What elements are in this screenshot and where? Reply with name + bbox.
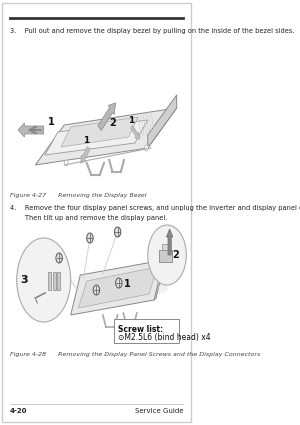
Bar xyxy=(48,272,51,290)
Circle shape xyxy=(145,145,148,151)
Text: 1: 1 xyxy=(124,279,131,289)
Circle shape xyxy=(17,238,71,322)
Bar xyxy=(53,272,56,290)
Text: 4-20: 4-20 xyxy=(10,408,27,414)
Text: Figure 4-28      Removing the Display Panel Screws and the Display Connectors: Figure 4-28 Removing the Display Panel S… xyxy=(10,352,260,357)
Circle shape xyxy=(64,160,68,166)
Polygon shape xyxy=(71,260,164,315)
Circle shape xyxy=(114,227,121,237)
FancyArrow shape xyxy=(131,125,140,139)
FancyArrow shape xyxy=(167,229,173,255)
Polygon shape xyxy=(148,95,177,148)
Polygon shape xyxy=(154,258,166,300)
FancyArrow shape xyxy=(18,123,44,137)
FancyArrow shape xyxy=(98,103,116,130)
Text: Service Guide: Service Guide xyxy=(135,408,183,414)
Polygon shape xyxy=(35,108,177,165)
Bar xyxy=(162,244,169,250)
Polygon shape xyxy=(45,120,148,155)
Bar xyxy=(57,272,60,290)
Polygon shape xyxy=(61,117,138,147)
Text: 3: 3 xyxy=(21,275,28,285)
Text: 1: 1 xyxy=(128,116,135,125)
Circle shape xyxy=(148,225,186,285)
FancyArrow shape xyxy=(81,147,90,164)
Bar xyxy=(159,250,172,262)
FancyBboxPatch shape xyxy=(114,319,179,343)
Text: 3.    Pull out and remove the display bezel by pulling on the inside of the beze: 3. Pull out and remove the display bezel… xyxy=(10,28,294,34)
Text: Figure 4-27      Removing the Display Bezel: Figure 4-27 Removing the Display Bezel xyxy=(10,193,146,198)
Polygon shape xyxy=(78,267,158,308)
Text: Then tilt up and remove the display panel.: Then tilt up and remove the display pane… xyxy=(10,215,167,221)
Text: 4.    Remove the four display panel screws, and unplug the inverter and display : 4. Remove the four display panel screws,… xyxy=(10,205,300,211)
Circle shape xyxy=(87,233,93,243)
Text: 2: 2 xyxy=(172,250,179,260)
Text: ⊙M2.5L6 (bind head) x4: ⊙M2.5L6 (bind head) x4 xyxy=(118,333,210,342)
Text: 1: 1 xyxy=(83,136,90,145)
Text: 1: 1 xyxy=(48,117,55,127)
Circle shape xyxy=(56,253,62,263)
Text: 2: 2 xyxy=(109,118,116,128)
Text: Screw list:: Screw list: xyxy=(118,325,163,334)
Circle shape xyxy=(116,278,122,288)
Circle shape xyxy=(93,285,100,295)
